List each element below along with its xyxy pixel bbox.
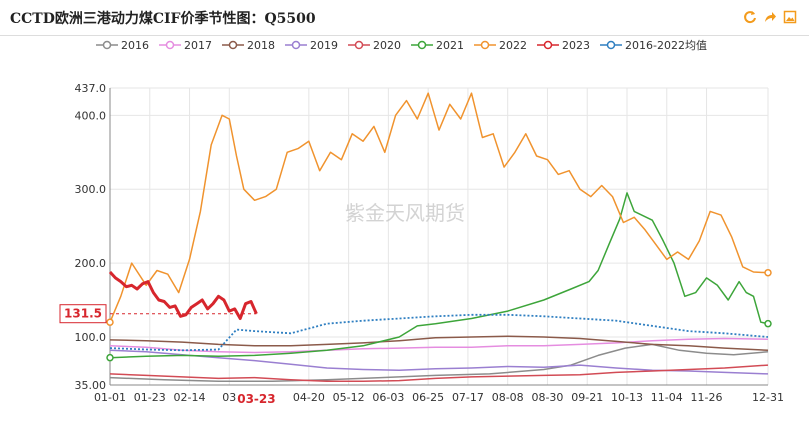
series-line-2020[interactable] (109, 364, 769, 383)
callout-value: 131.5 (64, 307, 102, 321)
x-tick-label: 11-04 (651, 391, 683, 404)
series-point-2021 (764, 319, 772, 328)
series-line-2023[interactable] (108, 270, 258, 320)
x-tick-label: 11-26 (691, 391, 723, 404)
x-tick-label: 01-01 (94, 391, 126, 404)
series-point-2022 (106, 318, 114, 326)
legend-item-2018[interactable]: 2018 (222, 37, 275, 53)
x-tick-label: 01-23 (134, 391, 166, 404)
y-tick-label: 437.0 (75, 82, 107, 95)
series-line-2022[interactable] (109, 92, 769, 323)
watermark-text: 紫金天风期货 (345, 201, 465, 225)
legend-item-2023[interactable]: 2023 (537, 37, 590, 53)
chart-legend: 2016 2017 2018 2019 2020 2021 2022 2023 2016-202… (96, 37, 716, 53)
x-tick-label: 10-13 (611, 391, 643, 404)
x-tick-label: 12-31 (752, 391, 784, 404)
x-tick-label: 05-12 (333, 391, 365, 404)
x-tick-label: 02-14 (174, 391, 206, 404)
y-tick-label: 300.0 (75, 183, 107, 196)
legend-swatch-2019 (285, 40, 307, 50)
legend-swatch-2017 (159, 40, 181, 50)
series-point-2022 (764, 268, 772, 277)
x-tick-label: 03 (222, 391, 236, 404)
x-tick-label: 06-25 (412, 391, 444, 404)
x-tick-label: 07-17 (452, 391, 484, 404)
refresh-icon[interactable] (743, 10, 757, 24)
series-line-2021[interactable] (109, 192, 769, 359)
legend-swatch-2023 (537, 40, 559, 50)
legend-swatch-2022 (474, 40, 496, 50)
chart-toolbar (743, 10, 797, 24)
y-tick-label: 35.00 (75, 379, 107, 392)
legend-swatch-2018 (222, 40, 244, 50)
legend-item-avg[interactable]: 2016-2022均值 (600, 37, 707, 53)
x-tick-label: 08-30 (531, 391, 563, 404)
share-icon[interactable] (763, 10, 777, 24)
y-tick-label: 100.0 (75, 331, 107, 344)
legend-item-2021[interactable]: 2021 (411, 37, 464, 53)
y-tick-label: 400.0 (75, 109, 107, 122)
series-line-2016[interactable] (109, 343, 769, 383)
title-bar: CCTD欧洲三港动力煤CIF价季节性图：Q5500 (0, 0, 809, 36)
legend-swatch-2021 (411, 40, 433, 50)
legend-swatch-2016 (96, 40, 118, 50)
callout-date: 03-23 (237, 392, 275, 406)
legend-label-2021: 2021 (436, 38, 464, 52)
series-line-2019[interactable] (109, 349, 769, 375)
legend-item-2016[interactable]: 2016 (96, 37, 149, 53)
x-tick-label: 06-03 (372, 391, 404, 404)
series-line-avg[interactable] (109, 313, 769, 352)
legend-item-2020[interactable]: 2020 (348, 37, 401, 53)
legend-label-2020: 2020 (373, 38, 401, 52)
chart-title: CCTD欧洲三港动力煤CIF价季节性图：Q5500 (10, 11, 316, 27)
series-line-2017[interactable] (109, 337, 769, 354)
series-line-2018[interactable] (109, 335, 769, 352)
save-image-icon[interactable] (783, 10, 797, 24)
legend-label-2018: 2018 (247, 38, 275, 52)
callout-value-box (59, 304, 107, 324)
legend-label-2019: 2019 (310, 38, 338, 52)
legend-swatch-2020 (348, 40, 370, 50)
x-tick-label: 08-08 (492, 391, 524, 404)
series-point-2021 (106, 353, 114, 362)
legend-label-2023: 2023 (562, 38, 590, 52)
legend-item-2022[interactable]: 2022 (474, 37, 527, 53)
y-tick-label: 200.0 (75, 257, 107, 270)
x-tick-label: 09-21 (571, 391, 603, 404)
legend-item-2017[interactable]: 2017 (159, 37, 212, 53)
legend-label-2016: 2016 (121, 38, 149, 52)
legend-item-2019[interactable]: 2019 (285, 37, 338, 53)
legend-swatch-avg (600, 40, 622, 50)
legend-label-avg: 2016-2022均值 (625, 39, 707, 52)
legend-label-2017: 2017 (184, 38, 212, 52)
legend-label-2022: 2022 (499, 38, 527, 52)
x-tick-label: 04-20 (293, 391, 325, 404)
